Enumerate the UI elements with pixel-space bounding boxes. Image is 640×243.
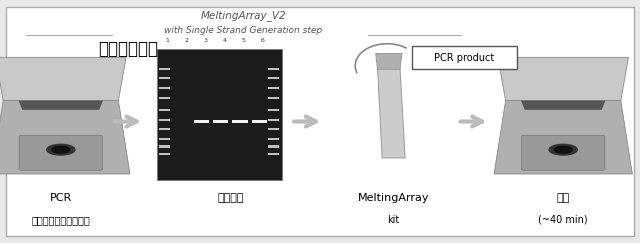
- Bar: [159, 153, 170, 155]
- Bar: [159, 119, 170, 121]
- Bar: [159, 68, 170, 70]
- Text: 4: 4: [223, 37, 227, 43]
- Bar: [268, 109, 279, 111]
- Polygon shape: [0, 57, 126, 101]
- Polygon shape: [521, 101, 605, 110]
- Text: 通常のプライマー使用: 通常のプライマー使用: [31, 215, 90, 225]
- Polygon shape: [0, 101, 130, 174]
- Text: PCR product: PCR product: [434, 53, 495, 63]
- Text: MeltingArray: MeltingArray: [358, 193, 429, 203]
- Bar: [252, 120, 267, 123]
- Text: 6: 6: [261, 37, 265, 43]
- Circle shape: [52, 146, 70, 153]
- Bar: [268, 87, 279, 89]
- Bar: [194, 120, 209, 123]
- Bar: [157, 49, 282, 180]
- Bar: [159, 87, 170, 89]
- Polygon shape: [498, 57, 628, 101]
- Bar: [159, 138, 170, 140]
- Bar: [159, 109, 170, 111]
- Bar: [268, 145, 279, 148]
- Text: 1: 1: [165, 37, 169, 43]
- Text: (~40 min): (~40 min): [538, 215, 588, 225]
- Circle shape: [549, 144, 577, 155]
- Text: with Single Strand Generation step: with Single Strand Generation step: [164, 26, 323, 35]
- Bar: [159, 128, 170, 130]
- Bar: [268, 119, 279, 121]
- Text: kit: kit: [387, 215, 400, 225]
- Text: PCR: PCR: [50, 193, 72, 203]
- Text: MeltingArray_V2: MeltingArray_V2: [200, 10, 286, 21]
- Bar: [232, 120, 248, 123]
- Polygon shape: [19, 101, 103, 110]
- Text: 電気泳動: 電気泳動: [217, 193, 244, 203]
- Bar: [268, 68, 279, 70]
- Text: 新規開発技術: 新規開発技術: [98, 40, 158, 58]
- Bar: [159, 145, 170, 148]
- Bar: [159, 77, 170, 79]
- FancyBboxPatch shape: [19, 135, 102, 170]
- Bar: [213, 120, 228, 123]
- Polygon shape: [494, 101, 632, 174]
- FancyBboxPatch shape: [6, 7, 634, 236]
- Text: 5: 5: [242, 37, 246, 43]
- Bar: [268, 77, 279, 79]
- Bar: [159, 97, 170, 99]
- Circle shape: [554, 146, 572, 153]
- Bar: [268, 128, 279, 130]
- Text: 3: 3: [204, 37, 207, 43]
- Bar: [268, 97, 279, 99]
- Bar: [268, 153, 279, 155]
- Bar: [268, 138, 279, 140]
- FancyBboxPatch shape: [412, 46, 517, 69]
- Polygon shape: [376, 53, 402, 69]
- Text: 2: 2: [184, 37, 188, 43]
- Polygon shape: [378, 68, 405, 158]
- Text: 分析: 分析: [557, 193, 570, 203]
- FancyBboxPatch shape: [522, 135, 605, 170]
- Circle shape: [47, 144, 75, 155]
